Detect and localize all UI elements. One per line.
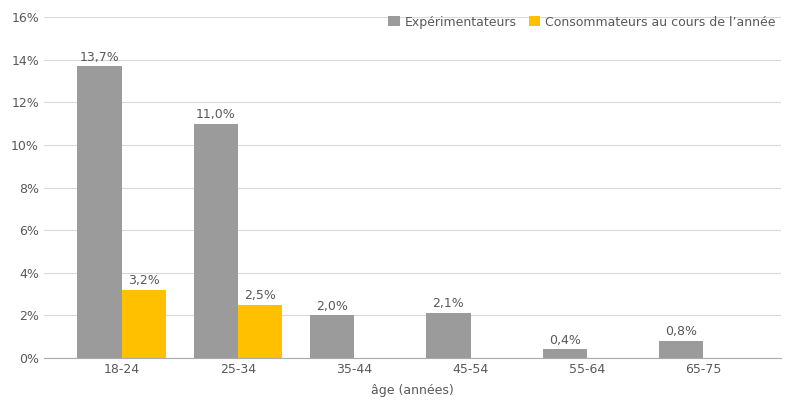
Text: 2,5%: 2,5%: [244, 289, 276, 302]
Text: 2,1%: 2,1%: [432, 297, 464, 310]
X-axis label: âge (années): âge (années): [371, 384, 454, 397]
Text: 13,7%: 13,7%: [79, 51, 120, 64]
Bar: [78, 67, 121, 358]
Bar: [121, 290, 166, 358]
Text: 11,0%: 11,0%: [196, 108, 236, 121]
Text: 0,4%: 0,4%: [549, 334, 581, 347]
Text: 3,2%: 3,2%: [128, 274, 159, 287]
Bar: [426, 313, 470, 358]
Bar: [238, 304, 282, 358]
Text: 2,0%: 2,0%: [316, 299, 348, 313]
Bar: [310, 315, 354, 358]
Bar: [194, 124, 238, 358]
Bar: [543, 349, 587, 358]
Bar: [659, 341, 703, 358]
Text: 0,8%: 0,8%: [665, 325, 697, 338]
Legend: Expérimentateurs, Consommateurs au cours de l’année: Expérimentateurs, Consommateurs au cours…: [383, 11, 781, 33]
